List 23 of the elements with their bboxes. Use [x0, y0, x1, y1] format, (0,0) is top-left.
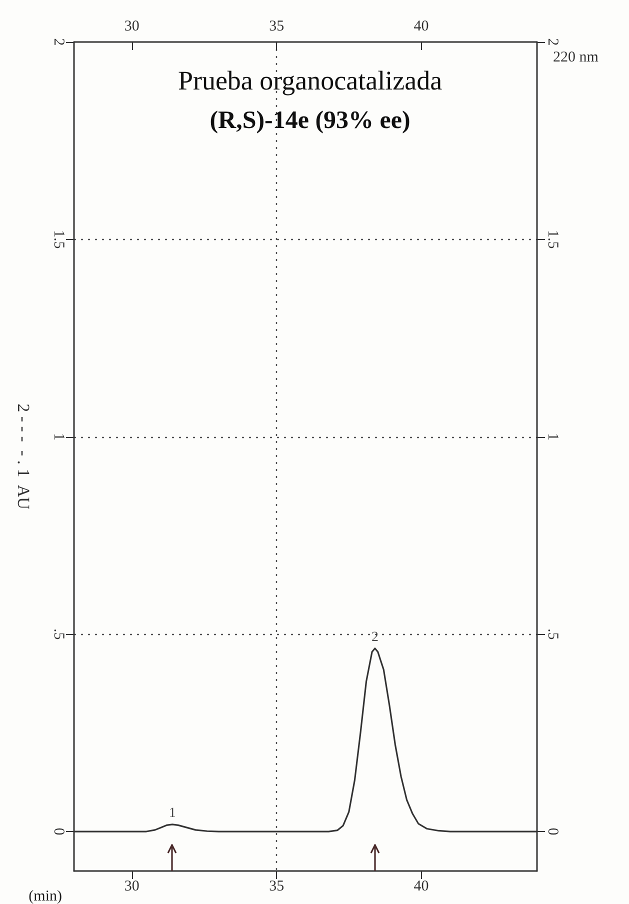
text: Prueba organocatalizada: [178, 66, 442, 96]
y-tick-label: 2: [50, 38, 66, 46]
text: 220 nm: [553, 50, 599, 66]
y-tick-label: 0: [50, 828, 66, 836]
y2-tick-label: 2: [544, 38, 560, 46]
y2-tick-label: 1: [544, 433, 560, 441]
text: (R,S)-14e (93% ee): [210, 107, 410, 134]
y-tick-label: .5: [50, 628, 66, 640]
annotation: 2: [371, 630, 378, 645]
y2-tick-label: 0: [544, 828, 560, 836]
y2-tick-label: .5: [544, 628, 560, 640]
y-tick-label: 1: [50, 433, 66, 441]
y2-tick-label: 1.5: [544, 230, 560, 249]
y-axis-title: 2 - - - - . 1 AU: [14, 404, 33, 510]
x-axis-title: (min): [28, 888, 62, 904]
x2-tick-label: 40: [414, 18, 429, 34]
x2-tick-label: 30: [124, 18, 140, 34]
annotation: 1: [168, 806, 176, 821]
x2-tick-label: 35: [269, 18, 284, 34]
x-tick-label: 40: [414, 878, 429, 894]
x-tick-label: 30: [124, 878, 140, 894]
x-tick-label: 35: [269, 878, 284, 894]
y-tick-label: 1.5: [50, 230, 66, 249]
